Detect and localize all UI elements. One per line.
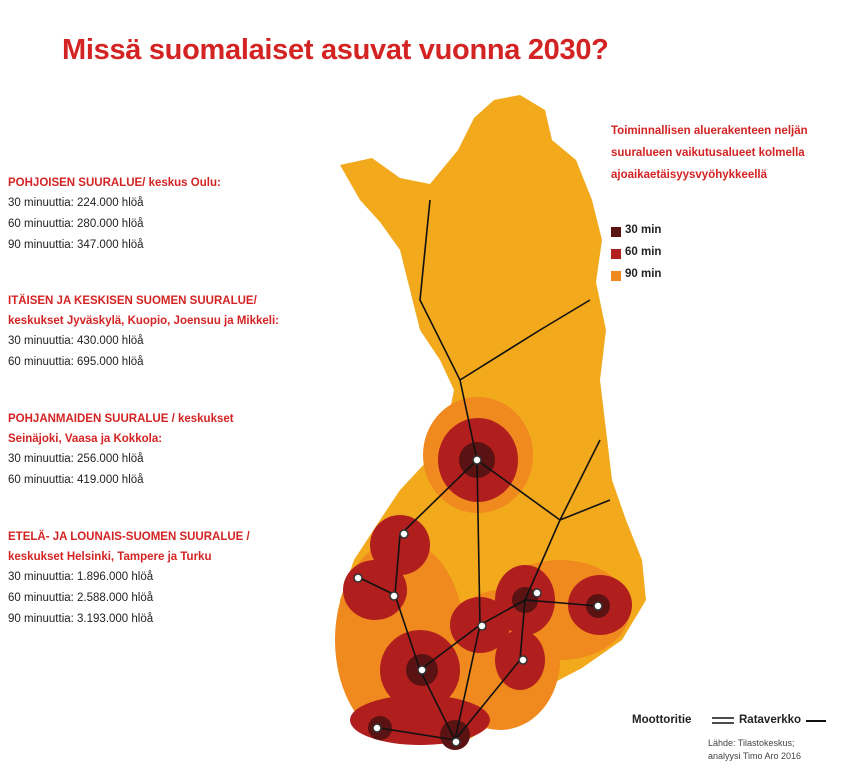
legend-swatch	[611, 271, 621, 281]
source: analyysi Timo Aro 2016	[708, 751, 802, 761]
railway-label: Rataverkko	[739, 714, 802, 726]
legend-intro: Toiminnallisen aluerakenteen neljän	[611, 125, 808, 137]
legend-swatch	[611, 227, 621, 237]
region-heading: Seinäjoki, Vaasa ja Kokkola:	[8, 433, 163, 445]
region-stat: 90 minuuttia: 347.000 hlöå	[8, 239, 144, 251]
legend-swatch	[611, 249, 621, 259]
region-stat: 30 minuuttia: 256.000 hlöå	[8, 453, 144, 465]
region-stat: 60 minuuttia: 280.000 hlöå	[8, 218, 144, 230]
road-legend-lines	[712, 717, 826, 724]
region-heading: POHJOISEN SUURALUE/ keskus Oulu:	[8, 177, 221, 189]
region-stat: 60 minuuttia: 2.588.000 hlöå	[8, 592, 154, 604]
legend-label: 90 min	[625, 268, 662, 280]
legend-label: 30 min	[625, 224, 662, 236]
region-stat: 30 minuuttia: 1.896.000 hlöå	[8, 571, 154, 583]
region-heading: POHJANMAIDEN SUURALUE / keskukset	[8, 413, 234, 425]
region-heading: keskukset Jyväskylä, Kuopio, Joensuu ja …	[8, 315, 280, 327]
source: Lähde: Tilastokeskus;	[708, 738, 795, 748]
motorway-label: Moottoritie	[632, 714, 692, 726]
region-stat: 60 minuuttia: 419.000 hlöå	[8, 474, 144, 486]
city-markers	[353, 455, 603, 747]
region-stat: 90 minuuttia: 3.193.000 hlöå	[8, 613, 154, 625]
region-heading: keskukset Helsinki, Tampere ja Turku	[8, 551, 212, 563]
region-stat: 30 minuuttia: 430.000 hlöå	[8, 335, 144, 347]
region-heading: ITÄISEN JA KESKISEN SUOMEN SUURALUE/	[8, 295, 257, 307]
legend-label: 60 min	[625, 246, 662, 258]
title: Missä suomalaiset asuvat vuonna 2030?	[62, 34, 609, 66]
legend-intro: ajoaikaetäisyysvyöhykkeellä	[611, 169, 768, 181]
legend-intro: suuralueen vaikutusalueet kolmella	[611, 147, 805, 159]
region-stat: 30 minuuttia: 224.000 hlöå	[8, 197, 144, 209]
region-heading: ETELÄ- JA LOUNAIS-SUOMEN SUURALUE /	[8, 531, 250, 543]
region-stat: 60 minuuttia: 695.000 hlöå	[8, 356, 144, 368]
